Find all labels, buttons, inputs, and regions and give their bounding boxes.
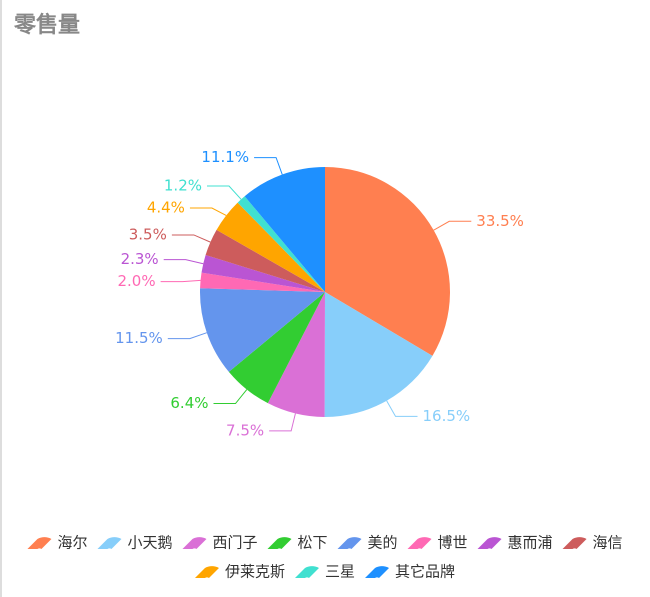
data-label: 6.4% — [170, 394, 208, 412]
label-line — [213, 389, 248, 405]
pie-slice — [325, 167, 450, 356]
pie-slice — [244, 167, 325, 292]
legend-icon — [337, 537, 362, 549]
legend-item[interactable]: 美的 — [337, 534, 398, 552]
legend-item[interactable]: 海尔 — [27, 534, 87, 552]
data-label: 11.5% — [115, 329, 163, 347]
legend-label: 惠而浦 — [508, 534, 553, 552]
legend-icon — [407, 537, 432, 549]
legend-label: 伊莱克斯 — [225, 563, 285, 581]
label-line — [254, 157, 283, 175]
legend-label: 海尔 — [57, 534, 87, 552]
data-label: 2.3% — [121, 250, 159, 268]
pie-slice — [228, 292, 325, 404]
data-label: 11.1% — [201, 148, 249, 166]
legend-label: 三星 — [325, 563, 355, 581]
legend-icon — [365, 566, 390, 578]
pie-slice — [216, 202, 325, 292]
data-label: 1.2% — [164, 177, 202, 195]
data-label: 2.0% — [118, 272, 156, 290]
pie-slice — [237, 196, 325, 292]
legend-label: 西门子 — [212, 534, 257, 552]
pie-slice — [201, 255, 325, 292]
legend-item[interactable]: 海信 — [562, 534, 623, 552]
legend-icon — [562, 537, 587, 549]
legend-item[interactable]: 其它品牌 — [365, 563, 455, 581]
data-label: 4.4% — [147, 199, 185, 217]
pie-slice — [267, 292, 325, 417]
label-line — [163, 259, 204, 265]
label-line — [433, 220, 472, 231]
label-line — [189, 207, 227, 216]
legend-item[interactable]: 惠而浦 — [477, 534, 553, 552]
legend-label: 松下 — [297, 534, 327, 552]
legend-icon — [97, 537, 122, 549]
label-line — [160, 279, 201, 283]
legend-icon — [477, 537, 502, 549]
legend-item[interactable]: 伊莱克斯 — [194, 563, 285, 581]
chart-title: 零售量 — [13, 12, 80, 38]
legend-icon — [27, 537, 52, 549]
legend-icon — [194, 566, 219, 578]
pie-slice — [199, 288, 325, 372]
pie-slice — [200, 272, 325, 292]
pie-slice — [324, 292, 433, 418]
data-label: 7.5% — [226, 421, 264, 439]
label-line — [171, 234, 211, 243]
legend-item[interactable]: 小天鹅 — [97, 534, 172, 552]
label-line — [386, 400, 418, 417]
legend-label: 其它品牌 — [395, 563, 455, 581]
legend-item[interactable]: 博世 — [407, 534, 468, 552]
pie-slice — [205, 229, 325, 292]
legend-icon — [294, 566, 319, 578]
legend-label: 美的 — [368, 534, 398, 552]
label-line — [207, 185, 242, 200]
legend-label: 小天鹅 — [127, 534, 172, 552]
legend-item[interactable]: 松下 — [267, 534, 328, 552]
legend-icon — [267, 537, 292, 549]
legend-item[interactable]: 三星 — [294, 563, 355, 581]
legend-label: 博世 — [438, 534, 468, 552]
label-line — [269, 413, 296, 432]
legend-icon — [182, 537, 207, 549]
legend-label: 海信 — [593, 534, 623, 552]
data-label: 16.5% — [423, 407, 471, 425]
label-line — [167, 332, 207, 340]
legend-item[interactable]: 西门子 — [182, 534, 257, 552]
data-label: 3.5% — [129, 225, 167, 243]
data-label: 33.5% — [476, 212, 524, 230]
